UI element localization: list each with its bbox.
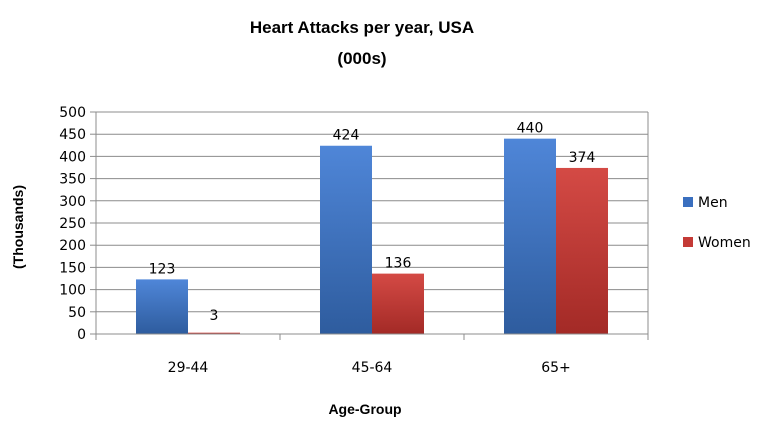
x-tick-label: 65+ [541,360,571,376]
legend-label-women: Women [698,235,751,251]
y-tick-label: 200 [59,238,86,254]
y-tick-label: 350 [59,172,86,188]
bars [136,138,608,334]
y-axis-ticks: 0 50 100 150 200 250 300 350 400 450 500 [59,105,96,343]
y-tick-label: 0 [77,327,86,343]
y-tick-label: 50 [68,305,86,321]
x-tick-label: 45-64 [352,360,393,376]
bar-men-45-64 [320,145,372,334]
y-tick-label: 300 [59,194,86,210]
chart-title: Heart Attacks per year, USA [250,18,474,37]
legend-swatch-women [683,237,693,247]
data-label: 123 [149,261,176,277]
legend-label-men: Men [698,195,728,211]
data-label: 440 [517,121,544,137]
y-tick-label: 400 [59,149,86,165]
data-label: 374 [569,150,596,166]
data-labels: 123 3 424 136 440 374 [149,121,596,324]
x-axis-title: Age-Group [328,401,401,417]
bar-men-29-44 [136,279,188,334]
y-tick-label: 100 [59,283,86,299]
legend: Men Women [683,195,751,251]
y-axis-title: (Thousands) [10,185,26,269]
y-tick-label: 150 [59,260,86,276]
data-label: 3 [210,308,219,324]
x-tick-label: 29-44 [168,360,209,376]
x-axis-ticks: 29-44 45-64 65+ [95,333,649,376]
y-tick-label: 450 [59,127,86,143]
y-tick-label: 250 [59,216,86,232]
chart-subtitle: (000s) [337,49,386,68]
data-label: 136 [385,256,412,272]
legend-swatch-men [683,197,693,207]
bar-women-29-44 [188,332,240,334]
bar-women-45-64 [372,273,424,334]
y-tick-label: 500 [59,105,86,121]
bar-men-65+ [504,138,556,334]
data-label: 424 [333,128,360,144]
bar-women-65+ [556,167,608,334]
